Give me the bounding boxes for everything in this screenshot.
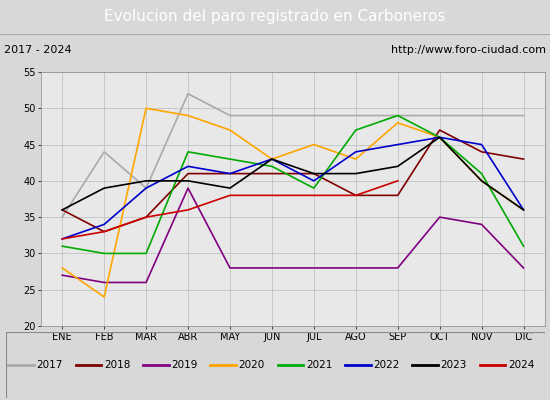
Text: 2021: 2021 <box>306 360 332 370</box>
Text: 2020: 2020 <box>239 360 265 370</box>
Text: 2017: 2017 <box>36 360 63 370</box>
Text: Evolucion del paro registrado en Carboneros: Evolucion del paro registrado en Carbone… <box>104 10 446 24</box>
Text: 2018: 2018 <box>104 360 130 370</box>
Text: http://www.foro-ciudad.com: http://www.foro-ciudad.com <box>390 45 546 55</box>
Text: 2024: 2024 <box>508 360 535 370</box>
Text: 2019: 2019 <box>171 360 197 370</box>
Text: 2022: 2022 <box>373 360 400 370</box>
Text: 2017 - 2024: 2017 - 2024 <box>4 45 72 55</box>
Text: 2023: 2023 <box>441 360 467 370</box>
